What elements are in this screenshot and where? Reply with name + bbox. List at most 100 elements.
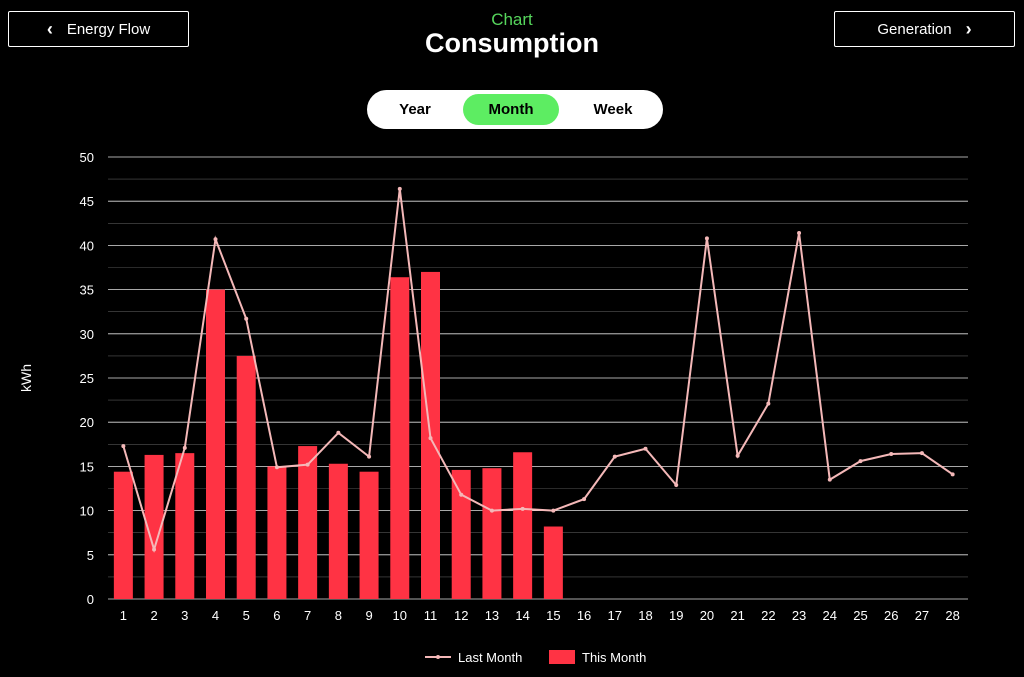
energy-flow-button[interactable]: ‹ Energy Flow	[8, 11, 189, 47]
bar	[113, 471, 133, 599]
chevron-left-icon: ‹	[46, 18, 53, 39]
line-point	[520, 506, 525, 511]
line-point	[919, 451, 924, 456]
x-tick-label: 28	[945, 608, 959, 623]
x-tick-label: 4	[212, 608, 219, 623]
x-tick-label: 5	[243, 608, 250, 623]
x-tick-label: 19	[669, 608, 683, 623]
y-tick-label: 15	[80, 459, 94, 474]
line-point	[367, 454, 372, 459]
line-point	[582, 497, 587, 502]
generation-button[interactable]: Generation ›	[834, 11, 1015, 47]
bar	[359, 471, 379, 599]
y-tick-label: 0	[87, 592, 94, 607]
x-tick-label: 13	[485, 608, 499, 623]
tab-year[interactable]: Year	[399, 101, 431, 118]
line-point	[121, 444, 126, 449]
x-tick-label: 22	[761, 608, 775, 623]
tab-week[interactable]: Week	[593, 101, 633, 118]
series-line-last-month	[122, 188, 954, 553]
line-point	[274, 465, 279, 470]
line-point	[213, 237, 218, 242]
x-tick-label: 24	[823, 608, 837, 623]
line-point	[489, 508, 494, 513]
x-tick-label: 12	[454, 608, 468, 623]
line-point	[397, 186, 402, 191]
page-subtitle: Chart	[491, 10, 533, 29]
line-point	[551, 508, 556, 513]
bar	[236, 355, 256, 599]
x-tick-label: 8	[335, 608, 342, 623]
y-tick-label: 10	[80, 504, 94, 519]
x-tick-label: 20	[700, 608, 714, 623]
legend-line-marker	[436, 655, 440, 659]
x-tick-label: 1	[120, 608, 127, 623]
period-toggle: Year Month Week	[367, 90, 663, 129]
legend-label-last-month: Last Month	[458, 650, 522, 665]
x-tick-label: 2	[150, 608, 157, 623]
line-point	[152, 547, 157, 552]
line-point	[950, 472, 955, 477]
y-tick-label: 20	[80, 415, 94, 430]
x-tick-label: 21	[730, 608, 744, 623]
bar	[328, 463, 348, 599]
bar	[175, 453, 195, 599]
x-tick-label: 11	[424, 608, 438, 623]
bar	[513, 452, 533, 599]
line-point	[612, 454, 617, 459]
bar	[451, 469, 471, 599]
x-tick-label: 25	[853, 608, 867, 623]
energy-flow-label: Energy Flow	[66, 20, 151, 38]
generation-label: Generation	[877, 20, 952, 38]
line-point	[858, 459, 863, 464]
x-tick-label: 3	[181, 608, 188, 623]
page-title: Consumption	[425, 28, 599, 58]
line-point	[305, 462, 310, 467]
bar	[267, 466, 287, 599]
legend-label-this-month: This Month	[582, 650, 646, 665]
y-tick-label: 45	[80, 194, 94, 209]
tab-month[interactable]: Month	[463, 94, 559, 125]
line-point	[797, 231, 802, 236]
y-tick-label: 50	[80, 150, 94, 165]
x-tick-label: 26	[884, 608, 898, 623]
x-tick-label: 7	[304, 608, 311, 623]
chevron-right-icon: ›	[965, 18, 972, 39]
x-tick-label: 6	[273, 608, 280, 623]
line-point	[735, 453, 740, 458]
bar	[543, 526, 563, 599]
line-point	[766, 401, 771, 406]
y-tick-label: 40	[80, 238, 94, 253]
x-tick-label: 18	[638, 608, 652, 623]
y-tick-label: 35	[80, 283, 94, 298]
x-tick-label: 9	[365, 608, 372, 623]
bar	[298, 446, 318, 599]
line-point	[336, 430, 341, 435]
bar	[390, 277, 410, 599]
line-point	[182, 445, 187, 450]
x-tick-label: 10	[393, 608, 407, 623]
y-tick-label: 5	[87, 548, 94, 563]
x-tick-label: 17	[608, 608, 622, 623]
line-point	[827, 477, 832, 482]
x-tick-label: 14	[515, 608, 529, 623]
bar	[482, 468, 502, 599]
x-tick-label: 16	[577, 608, 591, 623]
y-axis-label: kWh	[18, 364, 34, 392]
legend-bar-swatch	[549, 650, 575, 664]
x-tick-label: 27	[915, 608, 929, 623]
bar	[206, 289, 225, 599]
line-point	[704, 236, 709, 241]
line-point	[889, 452, 894, 457]
y-tick-label: 25	[80, 371, 94, 386]
line-point	[643, 446, 648, 451]
line-point	[244, 316, 249, 321]
line-point	[459, 492, 464, 497]
line-point	[674, 482, 679, 487]
bar	[144, 454, 164, 599]
x-tick-label: 15	[546, 608, 560, 623]
line-point	[428, 436, 433, 441]
x-tick-label: 23	[792, 608, 806, 623]
y-tick-label: 30	[80, 327, 94, 342]
